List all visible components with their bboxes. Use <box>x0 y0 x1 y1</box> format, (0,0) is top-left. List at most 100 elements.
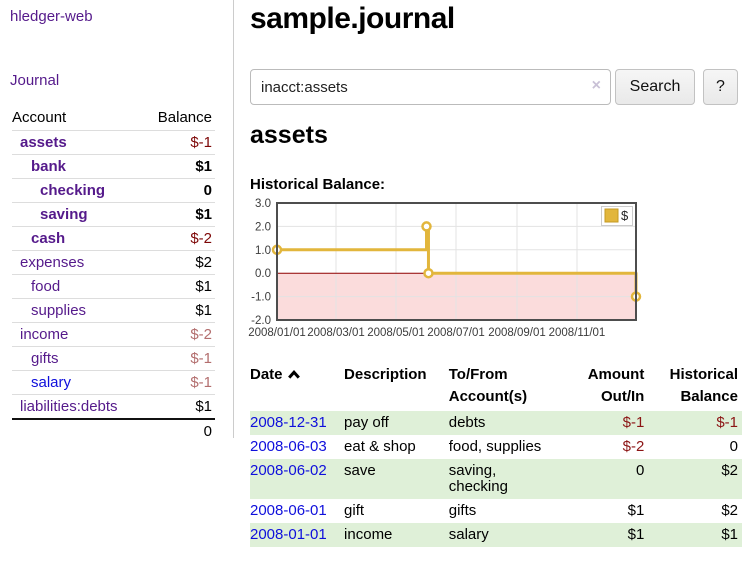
svg-text:1.0: 1.0 <box>255 245 271 257</box>
account-heading: assets <box>250 121 328 149</box>
account-balance: $1 <box>195 205 212 223</box>
app-title-link[interactable]: hledger-web <box>10 8 93 25</box>
account-row: income $-2 <box>12 322 215 346</box>
svg-text:2.0: 2.0 <box>255 221 271 233</box>
transaction-accounts: debts <box>448 414 486 431</box>
accounts-total-row: 0 <box>12 418 215 443</box>
transaction-amount: $1 <box>627 526 645 543</box>
transaction-accounts: salary <box>448 526 489 543</box>
sidebar-divider <box>233 0 234 438</box>
account-balance: $-1 <box>190 373 212 391</box>
account-column-header: Account <box>12 109 67 127</box>
transaction-description: pay off <box>344 414 389 431</box>
search-box: × <box>250 69 611 105</box>
transaction-balance: 0 <box>729 438 738 455</box>
sort-ascending-icon <box>287 365 301 387</box>
account-balance: $-2 <box>190 325 212 343</box>
account-link-checking[interactable]: checking <box>40 181 106 199</box>
account-link-supplies[interactable]: supplies <box>31 301 87 319</box>
account-link-salary[interactable]: salary <box>31 373 72 391</box>
transaction-description: gift <box>344 502 365 519</box>
help-button[interactable]: ? <box>703 69 738 105</box>
transaction-amount: 0 <box>636 462 645 479</box>
transaction-date-link[interactable]: 2008-01-01 <box>250 526 327 543</box>
search-form: × Search ? <box>250 69 742 105</box>
amount-column-header: Amount Out/In <box>587 366 645 405</box>
register-table: Date Description To/From Account(s) Amoun… <box>250 362 742 547</box>
transaction-date-link[interactable]: 2008-12-31 <box>250 414 327 431</box>
account-balance: $1 <box>195 301 212 319</box>
svg-text:3.0: 3.0 <box>255 198 271 210</box>
account-row: checking 0 <box>12 178 215 202</box>
transaction-date-link[interactable]: 2008-06-01 <box>250 502 327 519</box>
account-link-food[interactable]: food <box>31 277 61 295</box>
transaction-amount: $-1 <box>622 414 645 431</box>
historical-balance-chart: $3.0 2.0 1.0 0.0 -1.0 -2.0 2008/01/01 2008/03/0… <box>245 198 740 346</box>
transaction-amount: $1 <box>627 502 645 519</box>
account-link-cash[interactable]: cash <box>31 229 66 247</box>
svg-text:2008/09/01: 2008/09/01 <box>488 327 546 339</box>
account-row: gifts $-1 <box>12 346 215 370</box>
transaction-description: save <box>344 462 376 479</box>
balance-column-header: Historical Balance <box>669 366 738 405</box>
account-balance: $-1 <box>190 349 212 367</box>
transaction-row: 2008-06-01 gift gifts $1 $2 <box>250 499 742 523</box>
transaction-balance: $2 <box>721 462 738 479</box>
svg-text:0.0: 0.0 <box>255 268 271 280</box>
svg-text:2008/05/01: 2008/05/01 <box>367 327 425 339</box>
description-column-header: Description <box>344 366 427 383</box>
transaction-balance: $-1 <box>716 414 738 431</box>
account-link-liabilities-debts[interactable]: liabilities:debts <box>20 397 118 415</box>
account-link-assets[interactable]: assets <box>20 133 67 151</box>
register-header-row: Date Description To/From Account(s) Amoun… <box>250 362 742 411</box>
account-link-expenses[interactable]: expenses <box>20 253 85 271</box>
svg-text:-1.0: -1.0 <box>251 292 271 304</box>
svg-text:2008/01/01: 2008/01/01 <box>248 327 306 339</box>
sidebar-item-journal[interactable]: Journal <box>10 72 60 89</box>
page-title: sample.journal <box>250 2 455 35</box>
accounts-balance-table: Account Balance assets $-1 bank $1 check… <box>12 106 215 443</box>
transaction-row: 2008-06-03 eat & shop food, supplies $-2… <box>250 435 742 459</box>
transaction-accounts: saving, checking <box>448 462 508 495</box>
chart-title: Historical Balance: <box>250 176 386 193</box>
main-content: sample.journal × Search ? assets Histori… <box>248 0 742 582</box>
svg-text:$: $ <box>621 208 629 223</box>
transaction-date-link[interactable]: 2008-06-03 <box>250 438 327 455</box>
transaction-balance: $2 <box>721 502 738 519</box>
account-row: liabilities:debts $1 <box>12 394 215 419</box>
clear-search-icon[interactable]: × <box>591 77 601 94</box>
transaction-balance: $1 <box>721 526 738 543</box>
transaction-row: 2008-06-02 save saving, checking 0 $2 <box>250 459 742 499</box>
tofrom-column-header: To/From Account(s) <box>448 366 528 405</box>
date-column-header[interactable]: Date <box>250 362 344 411</box>
transaction-row: 2008-01-01 income salary $1 $1 <box>250 523 742 547</box>
transaction-row: 2008-12-31 pay off debts $-1 $-1 <box>250 411 742 435</box>
account-balance: $1 <box>195 277 212 295</box>
account-link-income[interactable]: income <box>20 325 69 343</box>
transaction-accounts: gifts <box>448 502 477 519</box>
transaction-accounts: food, supplies <box>448 438 542 455</box>
account-balance: $-1 <box>190 133 212 151</box>
account-row: expenses $2 <box>12 250 215 274</box>
account-link-bank[interactable]: bank <box>31 157 67 175</box>
account-balance: $-2 <box>190 229 212 247</box>
account-link-saving[interactable]: saving <box>40 205 88 223</box>
account-balance: $1 <box>195 157 212 175</box>
account-row: supplies $1 <box>12 298 215 322</box>
account-balance: 0 <box>203 181 212 199</box>
accounts-table-header: Account Balance <box>12 106 215 130</box>
transaction-description: eat & shop <box>344 438 416 455</box>
search-input[interactable] <box>250 69 611 105</box>
svg-text:2008/03/01: 2008/03/01 <box>307 327 365 339</box>
account-row: cash $-2 <box>12 226 215 250</box>
svg-text:2008/11/01: 2008/11/01 <box>549 327 606 339</box>
transaction-date-link[interactable]: 2008-06-02 <box>250 462 327 479</box>
account-row: food $1 <box>12 274 215 298</box>
account-link-gifts[interactable]: gifts <box>31 349 59 367</box>
balance-column-header: Balance <box>157 109 212 127</box>
transaction-description: income <box>344 526 393 543</box>
search-button[interactable]: Search <box>615 69 695 105</box>
account-row: salary $-1 <box>12 370 215 394</box>
account-balance: $2 <box>195 253 212 271</box>
